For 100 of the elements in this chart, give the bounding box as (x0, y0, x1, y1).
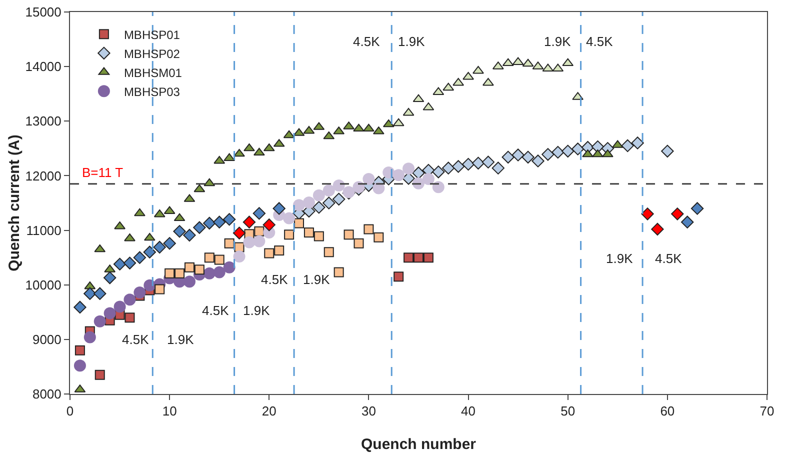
point (382, 119, 394, 128)
point (651, 222, 664, 236)
x-tick-label: 20 (262, 404, 276, 419)
point (462, 72, 474, 80)
point (153, 240, 166, 254)
point (303, 126, 315, 134)
y-tick-label: 15000 (25, 4, 62, 20)
point (562, 58, 574, 66)
point (542, 148, 554, 161)
annotation: 4.5K (261, 272, 288, 287)
point (472, 66, 484, 74)
point (432, 181, 444, 194)
point (404, 252, 414, 263)
x-tick-label: 60 (660, 404, 675, 419)
y-tick-label: 9000 (32, 332, 62, 347)
point (344, 230, 354, 240)
point (592, 149, 604, 158)
point (84, 287, 96, 300)
point (402, 162, 415, 175)
point (123, 256, 136, 270)
point (204, 252, 214, 263)
point (154, 209, 166, 218)
point (144, 232, 156, 241)
point (412, 166, 425, 180)
point (74, 360, 86, 372)
point (374, 232, 384, 242)
point (482, 78, 494, 86)
point (332, 180, 345, 192)
point (183, 228, 196, 242)
point (283, 212, 296, 224)
point (492, 162, 505, 174)
point (203, 216, 216, 230)
point (214, 254, 224, 265)
point (213, 216, 226, 228)
point (264, 248, 274, 258)
point (322, 184, 335, 196)
point (173, 225, 186, 238)
point (571, 142, 584, 156)
point (124, 294, 136, 306)
point (133, 251, 146, 264)
point (423, 252, 434, 263)
point (94, 315, 106, 328)
annotation: 4.5K (655, 251, 682, 266)
point (134, 208, 146, 216)
x-tick-label: 0 (66, 404, 74, 419)
point (394, 272, 404, 282)
point (352, 181, 365, 194)
point (690, 202, 704, 215)
point (312, 201, 326, 214)
y-tick-label: 12000 (25, 168, 62, 184)
point (104, 307, 116, 320)
annotation: 4.5K (353, 34, 380, 49)
point (154, 284, 165, 294)
point (214, 156, 226, 164)
annotation: 4.5K (122, 332, 150, 347)
x-tick-label: 70 (760, 404, 774, 419)
point (324, 247, 334, 258)
point (84, 331, 96, 344)
point (512, 148, 524, 162)
point (284, 230, 294, 240)
point (234, 148, 245, 157)
point (113, 258, 126, 270)
point (631, 136, 644, 150)
point (562, 144, 574, 158)
point (302, 196, 315, 208)
point (442, 162, 455, 174)
annotation: 1.9K (243, 303, 270, 318)
point (522, 58, 534, 67)
point (334, 267, 344, 278)
point (124, 312, 135, 323)
annotation: 1.9K (303, 272, 330, 287)
point (114, 221, 126, 230)
point (372, 182, 385, 194)
point (354, 238, 364, 248)
annotation: 1.9K (398, 34, 426, 49)
point (602, 149, 614, 158)
point (442, 82, 454, 91)
point (294, 218, 304, 228)
point (143, 246, 156, 258)
x-tick-label: 10 (162, 404, 177, 419)
point (661, 144, 674, 158)
annotation: 4.5K (586, 34, 614, 49)
point (223, 261, 236, 274)
point (552, 146, 564, 159)
point (204, 178, 216, 186)
x-tick-label: 40 (461, 404, 476, 419)
point (124, 233, 136, 242)
point (392, 118, 404, 126)
point (243, 236, 256, 248)
point (272, 202, 286, 215)
point (412, 94, 424, 102)
point (224, 238, 234, 248)
point (422, 172, 434, 185)
y-axis-title: Quench current (A) (6, 134, 24, 272)
point (312, 189, 325, 202)
point (233, 250, 246, 262)
point (363, 124, 374, 132)
point (263, 143, 275, 152)
point (184, 262, 194, 272)
y-tick-label: 8000 (32, 386, 62, 402)
